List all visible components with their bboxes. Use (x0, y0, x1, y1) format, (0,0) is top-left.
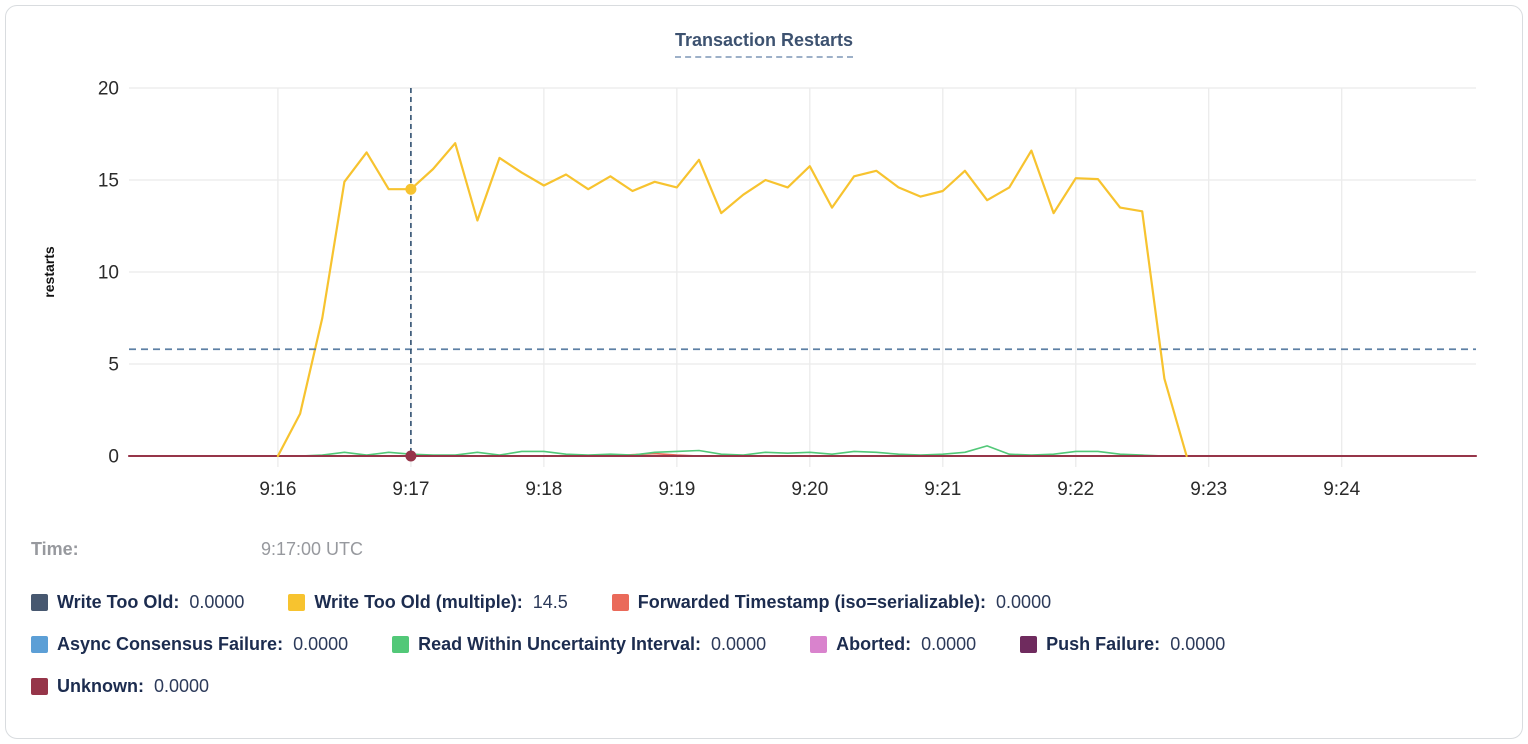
legend-value: 0.0000 (154, 676, 210, 696)
x-tick-label: 9:23 (1190, 479, 1227, 500)
legend-item-forwarded-timestamp[interactable]: Forwarded Timestamp (iso=serializable): … (611, 592, 1052, 613)
y-tick-label: 20 (98, 79, 119, 100)
chart-legend: Write Too Old: 0.0000 Write Too Old (mul… (31, 592, 1502, 718)
legend-swatch-icon (31, 636, 48, 653)
hover-time-readout: Time: 9:17:00 UTC (31, 539, 363, 560)
legend-swatch-icon (31, 594, 48, 611)
legend-row-2: Async Consensus Failure: 0.0000 Read Wit… (31, 634, 1502, 655)
legend-value: 0.0000 (1170, 634, 1226, 654)
legend-value: 0.0000 (921, 634, 977, 654)
metric-chart-card: 0 5 10 15 20 9:16 9:17 9:18 9:19 9:20 9:21 9:22 9:23… (5, 5, 1523, 739)
series-line-write-too-old-multiple (276, 142, 1188, 458)
legend-item-async-consensus-failure[interactable]: Async Consensus Failure: 0.0000 (31, 634, 348, 655)
hover-point-dot (405, 183, 417, 195)
chart-title[interactable]: Transaction Restarts (674, 30, 854, 58)
legend-label: Write Too Old: (57, 592, 180, 612)
legend-item-aborted[interactable]: Aborted: 0.0000 (810, 634, 976, 655)
time-label: Time: (31, 539, 79, 559)
legend-label: Unknown: (57, 676, 144, 696)
legend-swatch-icon (392, 636, 410, 653)
x-tick-label: 9:16 (259, 479, 296, 500)
y-tick-label: 10 (98, 263, 119, 284)
legend-label: Write Too Old (multiple): (314, 592, 523, 612)
legend-label: Forwarded Timestamp (iso=serializable): (637, 592, 987, 612)
y-tick-label: 5 (108, 355, 119, 376)
legend-value: 0.0000 (711, 634, 767, 654)
legend-label: Aborted: (836, 634, 912, 654)
legend-item-unknown[interactable]: Unknown: 0.0000 (31, 676, 209, 697)
legend-label: Async Consensus Failure: (57, 634, 284, 654)
legend-row-1: Write Too Old: 0.0000 Write Too Old (mul… (31, 592, 1502, 613)
legend-swatch-icon (611, 594, 629, 611)
series-line-read-within-uncertainty-interval (277, 445, 1188, 457)
legend-swatch-icon (31, 678, 48, 695)
legend-swatch-icon (1020, 636, 1038, 653)
y-axis-label: restarts (41, 246, 57, 298)
legend-label: Push Failure: (1046, 634, 1161, 654)
legend-swatch-icon (288, 594, 306, 611)
chart-title-bar: Transaction Restarts (6, 30, 1522, 58)
x-tick-label: 9:24 (1323, 479, 1360, 500)
x-tick-label: 9:19 (658, 479, 695, 500)
y-tick-label: 0 (108, 447, 119, 468)
x-tick-label: 9:17 (392, 479, 429, 500)
legend-value: 0.0000 (189, 592, 245, 612)
legend-item-push-failure[interactable]: Push Failure: 0.0000 (1020, 634, 1225, 655)
x-tick-label: 9:18 (525, 479, 562, 500)
legend-value: 14.5 (532, 592, 568, 612)
time-value: 9:17:00 UTC (261, 539, 364, 559)
legend-row-3: Unknown: 0.0000 (31, 676, 1502, 697)
x-tick-label: 9:21 (924, 479, 961, 500)
legend-value: 0.0000 (293, 634, 349, 654)
transaction-restarts-chart[interactable]: 0 5 10 15 20 9:16 9:17 9:18 9:19 9:20 9:21 9:22 9:23… (6, 6, 1523, 511)
hover-point-dot (405, 450, 417, 462)
legend-value: 0.0000 (996, 592, 1052, 612)
legend-item-write-too-old[interactable]: Write Too Old: 0.0000 (31, 592, 244, 613)
legend-label: Read Within Uncertainty Interval: (418, 634, 702, 654)
y-tick-label: 15 (98, 171, 119, 192)
x-tick-label: 9:20 (791, 479, 828, 500)
legend-item-read-within-uncertainty-interval[interactable]: Read Within Uncertainty Interval: 0.0000 (392, 634, 766, 655)
legend-item-write-too-old-multiple[interactable]: Write Too Old (multiple): 14.5 (288, 592, 568, 613)
x-tick-label: 9:22 (1057, 479, 1094, 500)
legend-swatch-icon (810, 636, 828, 653)
chart-canvas[interactable]: 0 5 10 15 20 9:16 9:17 9:18 9:19 9:20 9:21 9:22 9:23… (6, 6, 1523, 511)
